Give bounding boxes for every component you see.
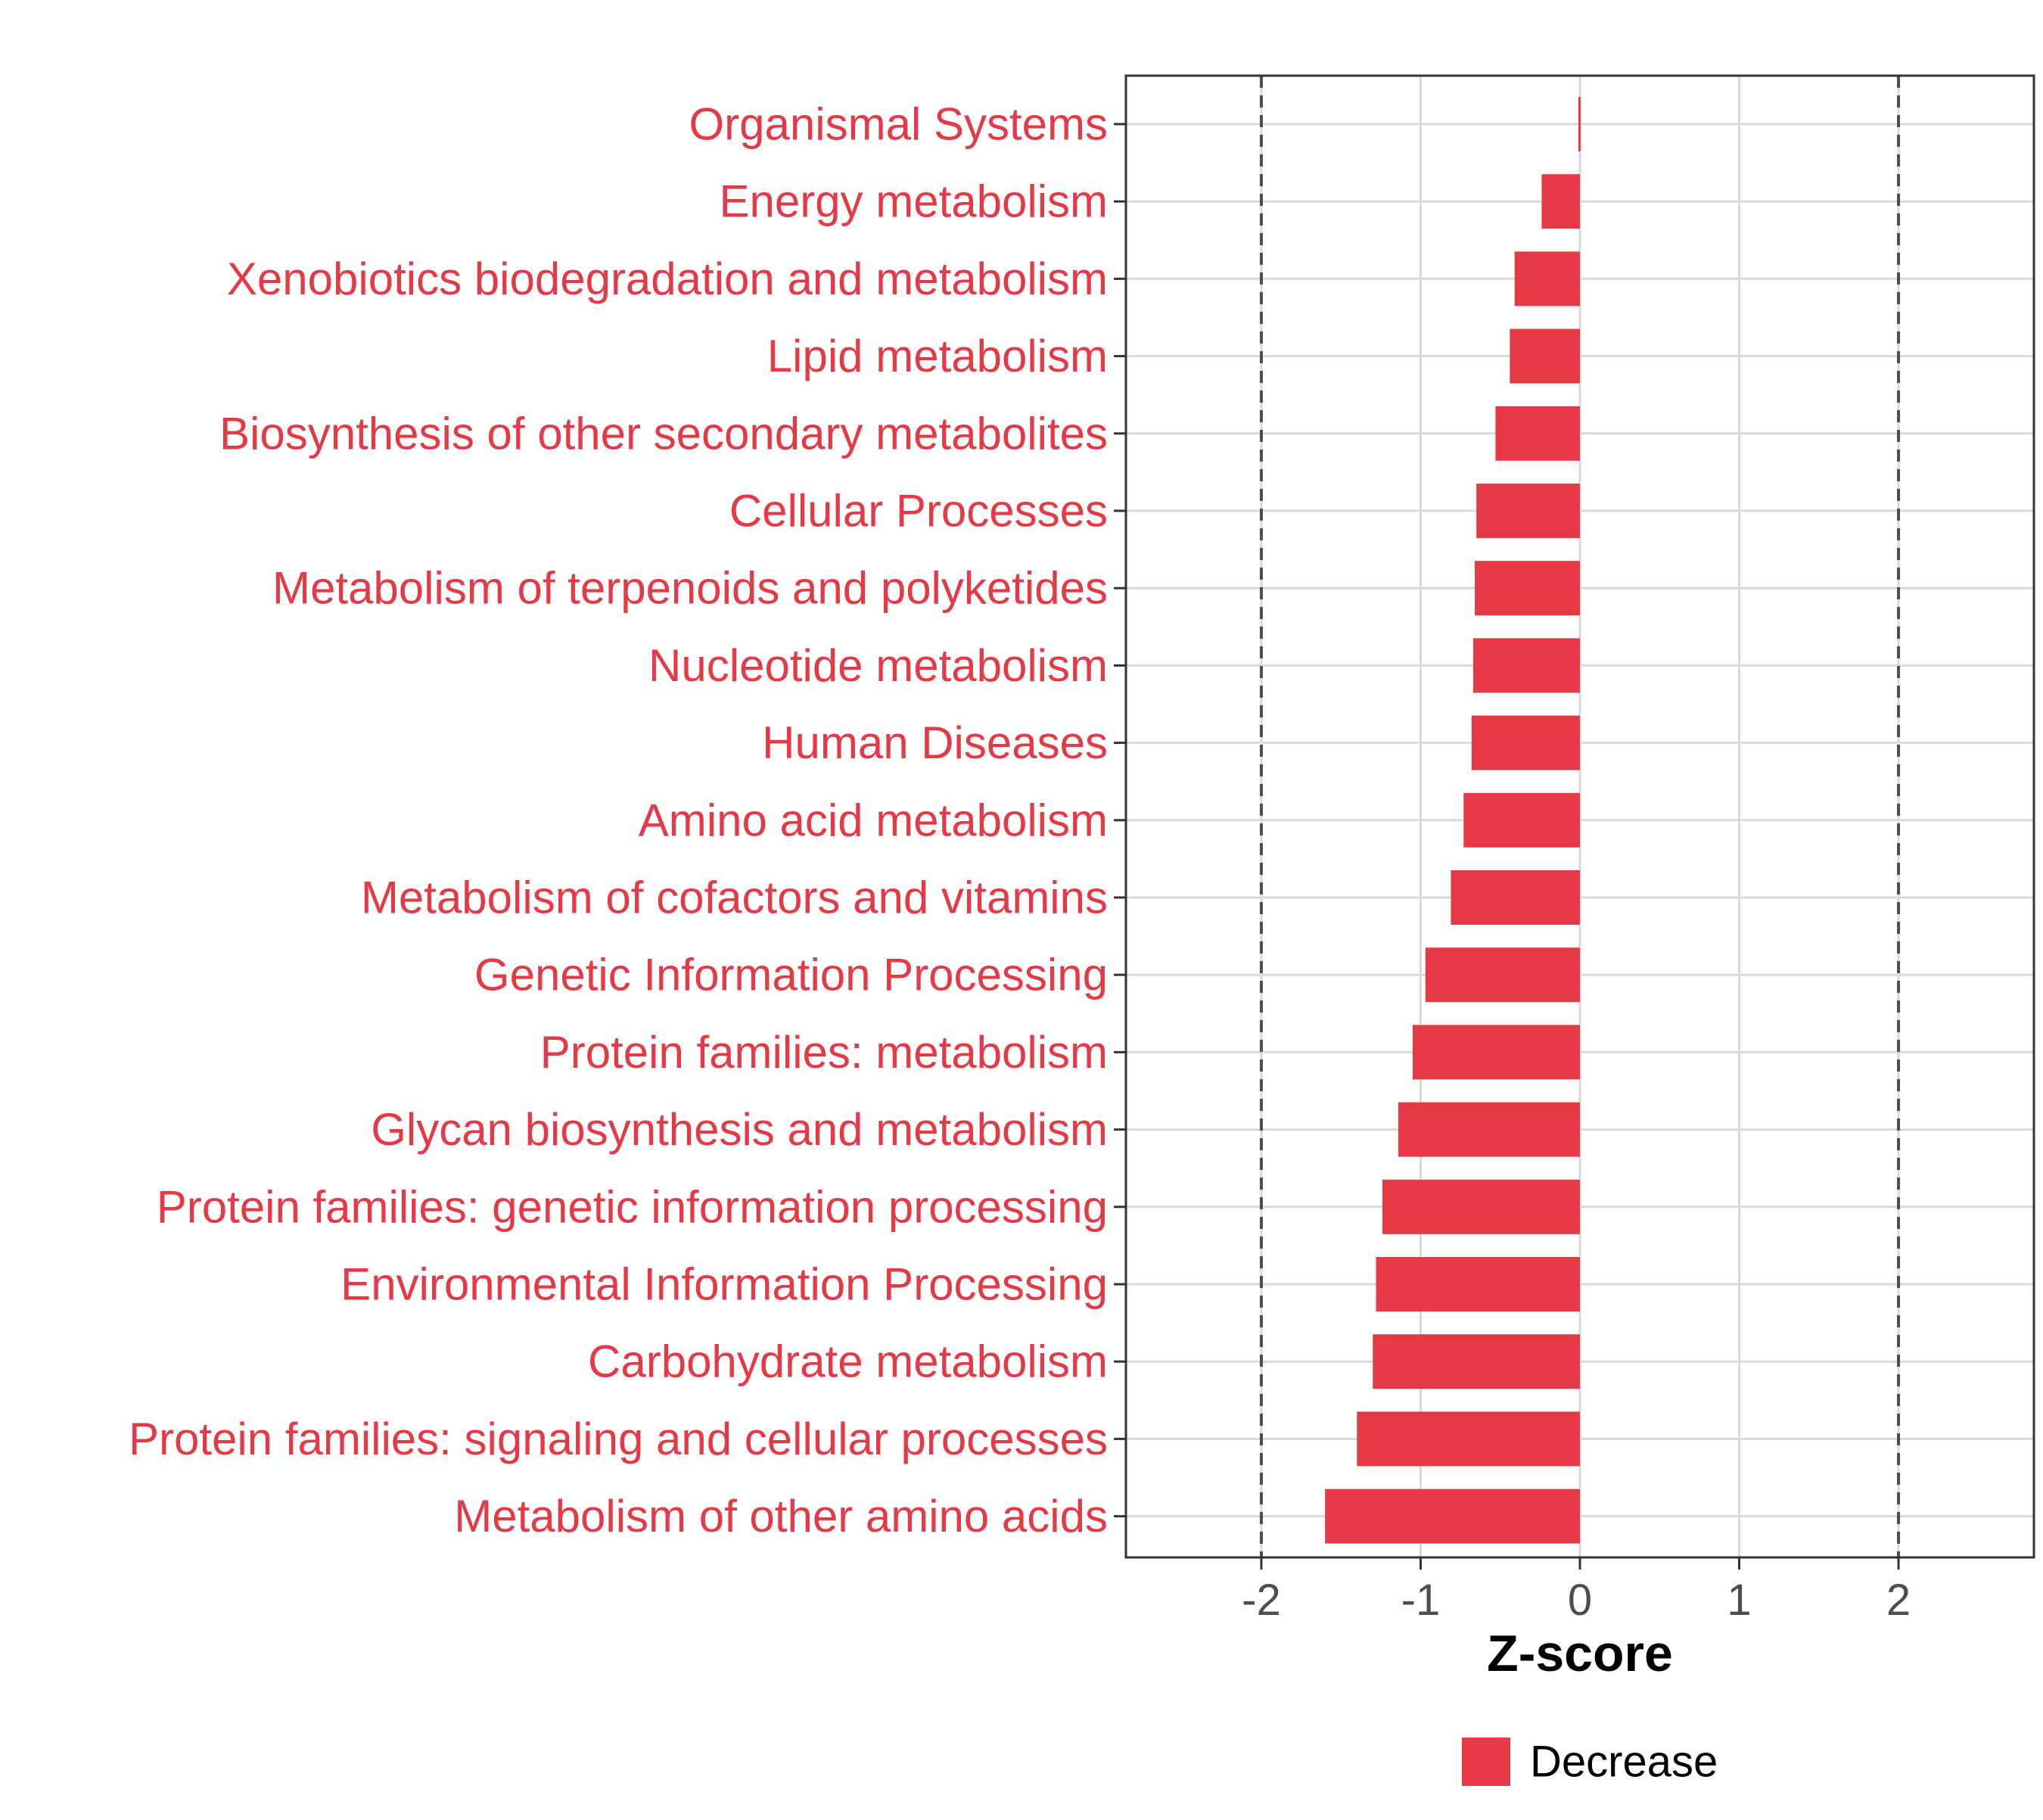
- bar: [1425, 947, 1580, 1003]
- bar: [1495, 406, 1580, 461]
- bar: [1325, 1489, 1580, 1544]
- legend-label-decrease: Decrease: [1530, 1738, 1718, 1787]
- x-tick-label: -1: [1401, 1576, 1441, 1625]
- bar: [1357, 1411, 1580, 1467]
- bar: [1382, 1179, 1580, 1234]
- bar: [1376, 1257, 1580, 1311]
- bar: [1475, 561, 1580, 616]
- y-tick-label: Xenobiotics biodegradation and metabolis…: [227, 254, 1108, 304]
- bar: [1510, 328, 1580, 384]
- x-tick-label: 0: [1568, 1576, 1592, 1625]
- y-tick-label: Metabolism of cofactors and vitamins: [361, 873, 1108, 923]
- bar: [1412, 1025, 1580, 1080]
- bar: [1541, 174, 1580, 229]
- y-tick-label: Energy metabolism: [719, 176, 1108, 227]
- x-axis: -2 -1 0 1 2: [1242, 1557, 1911, 1625]
- y-tick-label: Organismal Systems: [689, 99, 1108, 150]
- y-tick-label: Lipid metabolism: [767, 331, 1108, 381]
- y-tick-label: Genetic Information Processing: [474, 950, 1108, 1000]
- bar: [1463, 792, 1580, 848]
- reference-lines: [1259, 76, 1901, 1557]
- bar: [1578, 97, 1581, 151]
- y-tick-label: Metabolism of other amino acids: [454, 1491, 1108, 1542]
- bar: [1472, 638, 1580, 693]
- bars-layer: [1325, 97, 1581, 1544]
- x-axis-title: Z-score: [1487, 1625, 1673, 1682]
- bar: [1476, 484, 1580, 538]
- y-tick-label: Metabolism of terpenoids and polyketides: [272, 563, 1108, 614]
- bar: [1398, 1102, 1580, 1157]
- y-tick-label: Amino acid metabolism: [639, 795, 1108, 845]
- x-tick-label: 2: [1886, 1576, 1911, 1625]
- x-tick-label: -2: [1242, 1576, 1281, 1625]
- y-tick-label: Glycan biosynthesis and metabolism: [371, 1104, 1108, 1155]
- y-tick-label: Carbohydrate metabolism: [588, 1336, 1108, 1387]
- y-tick-label: Human Diseases: [762, 717, 1108, 768]
- y-tick-label: Protein families: genetic information pr…: [157, 1181, 1108, 1232]
- bar: [1514, 251, 1580, 306]
- y-tick-label: Nucleotide metabolism: [648, 640, 1108, 691]
- y-tick-label: Protein families: signaling and cellular…: [129, 1414, 1108, 1464]
- y-axis: Organismal Systems Energy metabolism Xenob…: [129, 99, 1126, 1542]
- y-tick-label: Cellular Processes: [729, 486, 1108, 537]
- bar: [1471, 715, 1580, 770]
- y-tick-label: Biosynthesis of other secondary metaboli…: [219, 408, 1108, 459]
- y-tick-label: Environmental Information Processing: [340, 1259, 1108, 1310]
- legend-key-decrease: [1462, 1738, 1510, 1786]
- y-tick-label: Protein families: metabolism: [540, 1027, 1108, 1078]
- bar: [1451, 870, 1580, 925]
- bar: [1373, 1334, 1580, 1389]
- legend: Decrease: [1462, 1738, 1718, 1787]
- x-tick-label: 1: [1727, 1576, 1751, 1625]
